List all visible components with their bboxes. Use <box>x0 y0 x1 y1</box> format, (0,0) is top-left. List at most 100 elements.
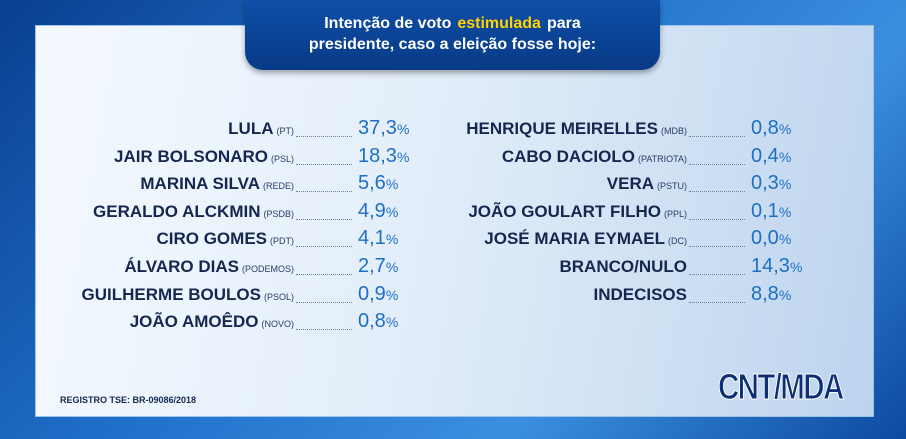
party: (REDE) <box>263 181 294 192</box>
party: (PPL) <box>663 208 687 219</box>
party: (PDT) <box>270 236 294 247</box>
logo: CNT/MDA <box>718 366 845 408</box>
percentage: 0,8% <box>352 310 422 333</box>
percentage: 0,9% <box>352 283 422 306</box>
value-label: 0,9 <box>358 282 386 305</box>
leader-dots <box>689 218 745 220</box>
candidate-name: BRANCO/NULO <box>559 257 688 276</box>
unit: % <box>778 203 792 220</box>
candidate-name: LULA <box>228 119 274 138</box>
percentage: 4,1% <box>352 227 422 250</box>
unit: % <box>396 148 410 165</box>
candidate-name: VERA <box>606 174 654 194</box>
percentage: 4,9% <box>352 200 422 223</box>
title-highlight: estimulada <box>457 15 541 32</box>
percentage: 0,3% <box>745 172 815 195</box>
unit: % <box>778 148 792 165</box>
unit: % <box>385 203 399 220</box>
leader-dots <box>689 274 745 275</box>
unit: % <box>778 286 792 303</box>
value-label: 18,3 <box>358 144 397 167</box>
result-row: JOSÉ MARIA EYMAEL (DC) 0,0% <box>430 227 815 253</box>
unit: % <box>385 231 399 248</box>
leader-dots <box>296 246 352 248</box>
value-label: 4,9 <box>358 199 386 222</box>
leader-dots <box>296 329 352 331</box>
party: (PATRIOTA) <box>638 153 687 164</box>
party: (PSL) <box>270 153 294 164</box>
leader-dots <box>296 136 352 137</box>
party: (NOVO) <box>261 319 295 330</box>
leader-dots <box>689 163 745 165</box>
leader-dots <box>689 191 745 193</box>
result-row: HENRIQUE MEIRELLES (MDB) 0,8% <box>430 117 815 143</box>
result-row: LULA (PT) 37,3% <box>40 117 422 143</box>
party: (PSTU) <box>657 181 687 192</box>
registro: REGISTRO TSE: BR-09086/2018 <box>60 395 197 405</box>
unit: % <box>778 121 792 137</box>
leader-dots <box>689 136 745 137</box>
title-text: para <box>546 15 581 32</box>
unit: % <box>385 286 399 303</box>
party: (DC) <box>668 236 687 247</box>
percentage: 0,0% <box>745 227 815 250</box>
percentage: 8,8% <box>745 283 815 306</box>
value-label: 2,7 <box>358 255 386 277</box>
leader-dots <box>296 191 352 193</box>
result-row: JOÃO GOULART FILHO (PPL) 0,1% <box>430 200 815 226</box>
unit: % <box>396 121 410 137</box>
candidate-name: CABO DACIOLO <box>501 146 635 166</box>
title-tab: Intenção de voto estimulada para president… <box>245 0 660 70</box>
leader-dots <box>689 301 745 303</box>
result-row: JOÃO AMOÊDO (NOVO) 0,8% <box>40 310 422 336</box>
value-label: 4,1 <box>358 227 386 250</box>
party: (PSOL) <box>263 291 294 302</box>
percentage: 37,3% <box>352 117 422 140</box>
candidate-name: JOÃO GOULART FILHO <box>468 201 661 221</box>
percentage: 14,3% <box>745 255 815 278</box>
result-row: JAIR BOLSONARO (PSL) 18,3% <box>40 145 422 171</box>
unit: % <box>385 176 399 193</box>
value-label: 0,3 <box>751 172 779 195</box>
value-label: 14,3 <box>751 255 790 277</box>
value-label: 0,8 <box>358 310 386 333</box>
title-text: Intenção de voto <box>324 15 452 32</box>
value-label: 0,4 <box>751 144 779 167</box>
candidate-name: JOSÉ MARIA EYMAEL <box>484 229 665 249</box>
result-row: CABO DACIOLO (PATRIOTA) 0,4% <box>430 145 815 171</box>
candidate-name: JAIR BOLSONARO <box>114 146 268 166</box>
percentage: 2,7% <box>352 255 422 278</box>
leader-dots <box>689 246 745 248</box>
party: (PODEMOS) <box>241 264 294 274</box>
value-label: 0,1 <box>751 199 779 222</box>
party: (PSDB) <box>263 208 294 219</box>
unit: % <box>778 231 792 248</box>
candidate-name: MARINA SILVA <box>140 174 260 194</box>
panel <box>35 25 874 417</box>
title-line: Intenção de voto estimulada para <box>245 13 660 34</box>
unit: % <box>789 259 803 275</box>
percentage: 0,1% <box>745 200 815 223</box>
leader-dots <box>296 163 352 165</box>
result-row: GUILHERME BOULOS (PSOL) 0,9% <box>40 283 422 309</box>
unit: % <box>385 314 399 331</box>
leader-dots <box>296 274 352 275</box>
title-line: presidente, caso a eleição fosse hoje: <box>308 36 597 53</box>
candidate-name: CIRO GOMES <box>156 229 267 249</box>
percentage: 5,6% <box>352 172 422 195</box>
result-row: ÁLVARO DIAS (PODEMOS) 2,7% <box>40 255 422 281</box>
party: (MDB) <box>661 126 687 136</box>
result-row: GERALDO ALCKMIN (PSDB) 4,9% <box>40 200 422 226</box>
value-label: 8,8 <box>751 282 779 305</box>
leader-dots <box>296 301 352 303</box>
percentage: 0,8% <box>745 117 815 140</box>
candidate-name: GERALDO ALCKMIN <box>93 201 261 221</box>
value-label: 37,3 <box>358 117 397 139</box>
percentage: 18,3% <box>352 145 422 168</box>
candidate-name: GUILHERME BOULOS <box>81 284 261 304</box>
value-label: 5,6 <box>358 172 386 195</box>
result-row: BRANCO/NULO 14,3% <box>430 255 815 281</box>
result-row: INDECISOS 8,8% <box>430 283 815 309</box>
candidate-name: ÁLVARO DIAS <box>124 257 239 276</box>
